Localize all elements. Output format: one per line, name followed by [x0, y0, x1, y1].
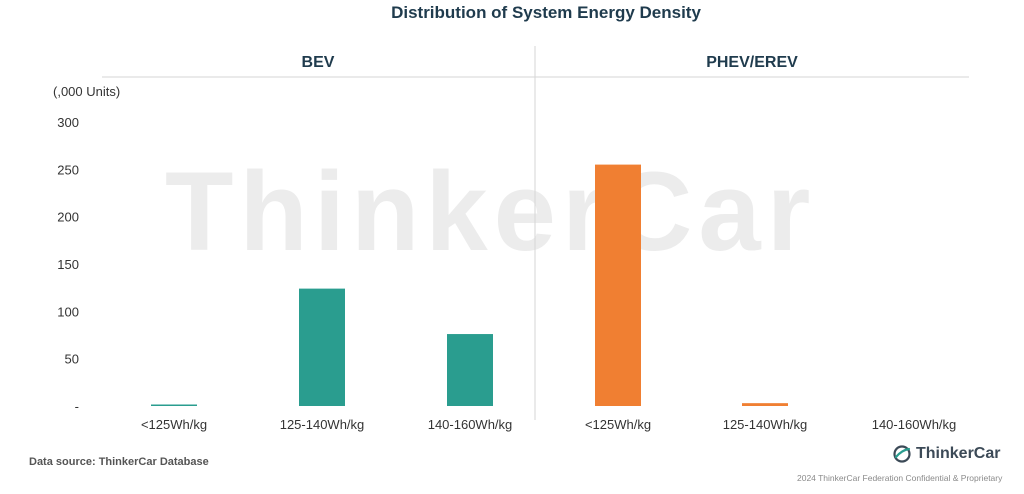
x-tick-label: 125-140Wh/kg: [280, 417, 365, 432]
x-axis: <125Wh/kg 125-140Wh/kg 140-160Wh/kg <125Wh/…: [141, 417, 956, 432]
bar: [742, 403, 788, 406]
bar: [299, 288, 345, 406]
chart-title: Distribution of System Energy Density: [391, 3, 701, 22]
bars: [151, 164, 788, 406]
y-tick-label: 100: [57, 304, 79, 319]
copyright-note: 2024 ThinkerCar Federation Confidential …: [797, 473, 1003, 483]
y-unit-label: (,000 Units): [53, 84, 120, 99]
panel-title-bev: BEV: [302, 54, 335, 71]
data-source-note: Data source: ThinkerCar Database: [29, 456, 209, 468]
y-tick-label: -: [75, 399, 79, 414]
y-axis: 300 250 200 150 100 50 -: [57, 115, 79, 414]
thinkercar-logo-icon: [893, 445, 911, 463]
y-tick-label: 250: [57, 162, 79, 177]
brand-logo: ThinkerCar: [892, 444, 1000, 464]
y-tick-label: 200: [57, 210, 79, 225]
brand-name: ThinkerCar: [916, 445, 1001, 462]
y-tick-label: 300: [57, 115, 79, 130]
bar: [151, 404, 197, 406]
x-tick-label: <125Wh/kg: [141, 417, 207, 432]
panel-title-phev: PHEV/EREV: [706, 54, 798, 71]
x-tick-label: <125Wh/kg: [585, 417, 651, 432]
x-tick-label: 125-140Wh/kg: [723, 417, 808, 432]
bar: [595, 164, 641, 406]
bar: [447, 334, 493, 406]
watermark: ThinkerCar: [165, 149, 817, 274]
x-tick-label: 140-160Wh/kg: [872, 417, 957, 432]
y-tick-label: 150: [57, 257, 79, 272]
x-tick-label: 140-160Wh/kg: [428, 417, 513, 432]
y-tick-label: 50: [65, 352, 79, 367]
